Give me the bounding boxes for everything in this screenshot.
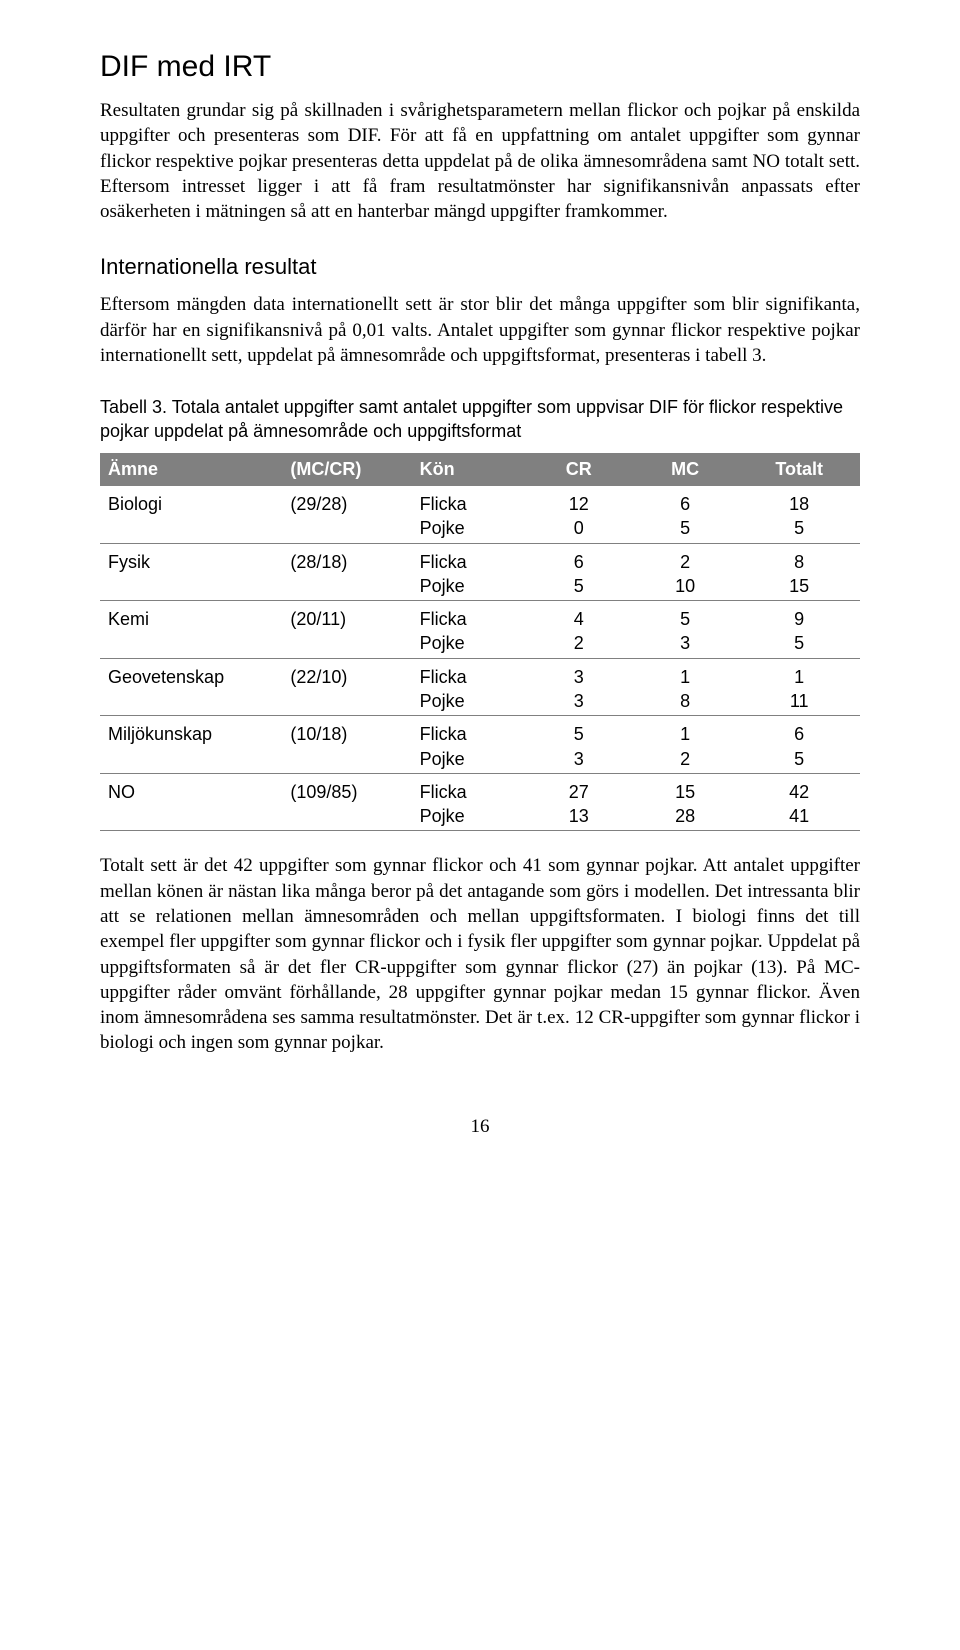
cell-cr: 6 5	[526, 543, 632, 601]
cell-tot: 9 5	[738, 601, 860, 659]
th-mccr: (MC/CR)	[282, 453, 411, 486]
cell-amne: Biologi	[100, 486, 282, 543]
cell-mccr: (29/28)	[282, 486, 411, 543]
cell-mc: 5 3	[632, 601, 738, 659]
cell-mc: 6 5	[632, 486, 738, 543]
cell-kon: Flicka Pojke	[412, 716, 526, 774]
cell-mccr: (28/18)	[282, 543, 411, 601]
cell-kon: Flicka Pojke	[412, 773, 526, 831]
th-mc: MC	[632, 453, 738, 486]
table-header-row: Ämne (MC/CR) Kön CR MC Totalt	[100, 453, 860, 486]
cell-amne: NO	[100, 773, 282, 831]
cell-tot: 42 41	[738, 773, 860, 831]
table-row: Miljökunskap(10/18)Flicka Pojke5 31 26 5	[100, 716, 860, 774]
cell-cr: 4 2	[526, 601, 632, 659]
table-row: Kemi(20/11)Flicka Pojke4 25 39 5	[100, 601, 860, 659]
cell-amne: Kemi	[100, 601, 282, 659]
table-row: Fysik(28/18)Flicka Pojke6 52 108 15	[100, 543, 860, 601]
heading-dif-med-irt: DIF med IRT	[100, 50, 860, 84]
table-caption: Tabell 3. Totala antalet uppgifter samt …	[100, 396, 860, 443]
th-total: Totalt	[738, 453, 860, 486]
th-kon: Kön	[412, 453, 526, 486]
cell-cr: 5 3	[526, 716, 632, 774]
cell-amne: Fysik	[100, 543, 282, 601]
cell-cr: 27 13	[526, 773, 632, 831]
cell-tot: 1 11	[738, 658, 860, 716]
cell-mc: 1 2	[632, 716, 738, 774]
th-amne: Ämne	[100, 453, 282, 486]
cell-mc: 15 28	[632, 773, 738, 831]
cell-cr: 12 0	[526, 486, 632, 543]
table-row: Biologi(29/28)Flicka Pojke12 06 518 5	[100, 486, 860, 543]
th-cr: CR	[526, 453, 632, 486]
table-dif-results: Ämne (MC/CR) Kön CR MC Totalt Biologi(29…	[100, 453, 860, 832]
cell-amne: Geovetenskap	[100, 658, 282, 716]
paragraph-international: Eftersom mängden data internationellt se…	[100, 292, 860, 368]
cell-tot: 18 5	[738, 486, 860, 543]
cell-mc: 1 8	[632, 658, 738, 716]
cell-cr: 3 3	[526, 658, 632, 716]
heading-internationella: Internationella resultat	[100, 254, 860, 280]
paragraph-summary: Totalt sett är det 42 uppgifter som gynn…	[100, 853, 860, 1055]
cell-kon: Flicka Pojke	[412, 658, 526, 716]
page-number: 16	[100, 1116, 860, 1138]
cell-tot: 6 5	[738, 716, 860, 774]
table-row: NO(109/85)Flicka Pojke27 1315 2842 41	[100, 773, 860, 831]
cell-amne: Miljökunskap	[100, 716, 282, 774]
cell-mccr: (109/85)	[282, 773, 411, 831]
cell-kon: Flicka Pojke	[412, 486, 526, 543]
cell-mccr: (22/10)	[282, 658, 411, 716]
cell-kon: Flicka Pojke	[412, 601, 526, 659]
cell-mccr: (10/18)	[282, 716, 411, 774]
cell-mccr: (20/11)	[282, 601, 411, 659]
paragraph-intro: Resultaten grundar sig på skillnaden i s…	[100, 98, 860, 224]
table-row: Geovetenskap(22/10)Flicka Pojke3 31 81 1…	[100, 658, 860, 716]
cell-tot: 8 15	[738, 543, 860, 601]
cell-kon: Flicka Pojke	[412, 543, 526, 601]
cell-mc: 2 10	[632, 543, 738, 601]
